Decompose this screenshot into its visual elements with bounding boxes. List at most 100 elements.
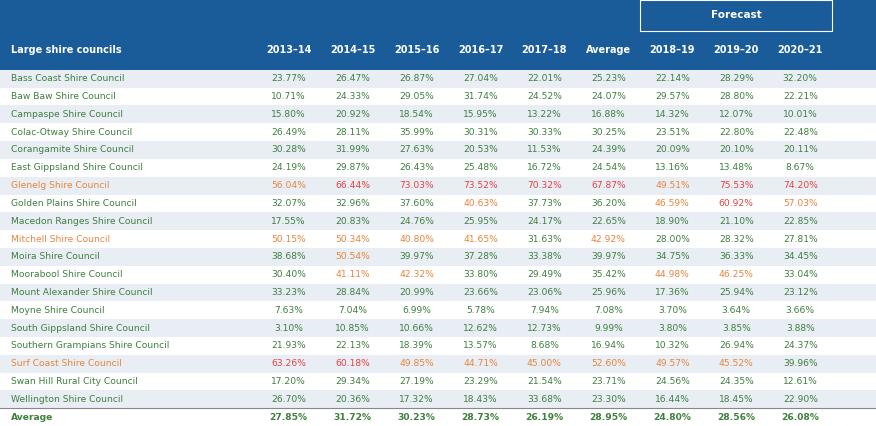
Text: South Gippsland Shire Council: South Gippsland Shire Council [11,324,151,333]
Text: 31.74%: 31.74% [463,92,498,101]
Text: 17.20%: 17.20% [272,377,306,386]
Bar [640,0,832,31]
Text: 31.99%: 31.99% [336,146,370,155]
Text: Mitchell Shire Council: Mitchell Shire Council [11,235,110,244]
Text: 2019–20: 2019–20 [714,45,759,55]
Text: Corangamite Shire Council: Corangamite Shire Council [11,146,134,155]
Text: Moorabool Shire Council: Moorabool Shire Council [11,270,123,279]
Text: Swan Hill Rural City Council: Swan Hill Rural City Council [11,377,138,386]
Text: 24.76%: 24.76% [399,217,434,226]
Text: Forecast: Forecast [711,10,761,20]
Text: 8.67%: 8.67% [786,163,815,172]
Text: 36.20%: 36.20% [591,199,625,208]
Text: 40.63%: 40.63% [463,199,498,208]
Text: 10.01%: 10.01% [783,110,817,119]
Text: 28.73%: 28.73% [462,413,499,422]
Bar [0,159,876,177]
Text: 3.66%: 3.66% [786,306,815,315]
Text: 44.71%: 44.71% [463,359,498,368]
Bar [0,373,876,390]
Text: 24.39%: 24.39% [591,146,625,155]
Text: 26.47%: 26.47% [336,74,370,83]
Text: 20.11%: 20.11% [783,146,817,155]
Text: Colac-Otway Shire Council: Colac-Otway Shire Council [11,128,132,137]
Text: 49.51%: 49.51% [655,181,689,190]
Text: 2016–17: 2016–17 [458,45,503,55]
Text: Average: Average [11,413,53,422]
Text: 11.53%: 11.53% [527,146,562,155]
Text: 25.94%: 25.94% [719,288,753,297]
Bar [0,106,876,123]
Text: 18.54%: 18.54% [399,110,434,119]
Text: 23.71%: 23.71% [591,377,625,386]
Bar [0,248,876,266]
Text: 17.36%: 17.36% [655,288,689,297]
Text: 60.92%: 60.92% [719,199,753,208]
Text: 6.99%: 6.99% [402,306,431,315]
Text: 37.60%: 37.60% [399,199,434,208]
Text: 22.48%: 22.48% [783,128,817,137]
Text: 35.42%: 35.42% [591,270,625,279]
Text: 24.52%: 24.52% [527,92,562,101]
Bar [0,284,876,301]
Text: 12.07%: 12.07% [719,110,753,119]
Bar [0,319,876,337]
Text: 45.52%: 45.52% [719,359,753,368]
Text: 32.96%: 32.96% [336,199,370,208]
Text: 32.07%: 32.07% [272,199,306,208]
Text: 28.00%: 28.00% [655,235,689,244]
Text: 28.29%: 28.29% [719,74,753,83]
Text: Campaspe Shire Council: Campaspe Shire Council [11,110,124,119]
Text: 30.40%: 30.40% [272,270,306,279]
Text: 40.80%: 40.80% [399,235,434,244]
Text: 29.49%: 29.49% [527,270,562,279]
Text: 33.68%: 33.68% [527,395,562,404]
Bar [0,390,876,408]
Text: 3.85%: 3.85% [722,324,751,333]
Text: 34.45%: 34.45% [783,252,817,261]
Text: 50.15%: 50.15% [272,235,306,244]
Text: 14.32%: 14.32% [655,110,689,119]
Text: 23.51%: 23.51% [655,128,689,137]
Text: 20.09%: 20.09% [655,146,689,155]
Bar [0,337,876,355]
Text: 23.66%: 23.66% [463,288,498,297]
Text: 22.14%: 22.14% [655,74,689,83]
Text: 24.17%: 24.17% [527,217,562,226]
Text: Large shire councils: Large shire councils [11,45,122,55]
Text: 23.06%: 23.06% [527,288,562,297]
Text: 33.80%: 33.80% [463,270,498,279]
Text: 21.54%: 21.54% [527,377,562,386]
Text: 2015–16: 2015–16 [394,45,439,55]
Text: 20.53%: 20.53% [463,146,498,155]
Text: 20.92%: 20.92% [336,110,370,119]
Text: 74.20%: 74.20% [783,181,817,190]
Text: 29.05%: 29.05% [399,92,434,101]
Text: 10.85%: 10.85% [336,324,370,333]
Text: 21.93%: 21.93% [272,341,306,350]
Text: 41.65%: 41.65% [463,235,498,244]
Text: 24.54%: 24.54% [591,163,625,172]
Text: 70.32%: 70.32% [527,181,562,190]
Text: 2013–14: 2013–14 [266,45,311,55]
Text: 24.35%: 24.35% [719,377,753,386]
Text: 25.96%: 25.96% [591,288,625,297]
Text: 23.30%: 23.30% [591,395,625,404]
Text: Southern Grampians Shire Council: Southern Grampians Shire Council [11,341,170,350]
Text: 28.56%: 28.56% [717,413,755,422]
Text: 46.59%: 46.59% [655,199,689,208]
Text: 24.56%: 24.56% [655,377,689,386]
Text: 10.66%: 10.66% [399,324,434,333]
Text: 41.11%: 41.11% [336,270,370,279]
Text: 26.94%: 26.94% [719,341,753,350]
Text: 25.23%: 25.23% [591,74,625,83]
Text: 24.37%: 24.37% [783,341,817,350]
Text: 29.87%: 29.87% [336,163,370,172]
Text: 23.29%: 23.29% [463,377,498,386]
Text: Moyne Shire Council: Moyne Shire Council [11,306,105,315]
Text: 20.83%: 20.83% [336,217,370,226]
Text: 12.73%: 12.73% [527,324,562,333]
Text: 22.21%: 22.21% [783,92,817,101]
Text: 7.94%: 7.94% [530,306,559,315]
Text: Glenelg Shire Council: Glenelg Shire Council [11,181,110,190]
